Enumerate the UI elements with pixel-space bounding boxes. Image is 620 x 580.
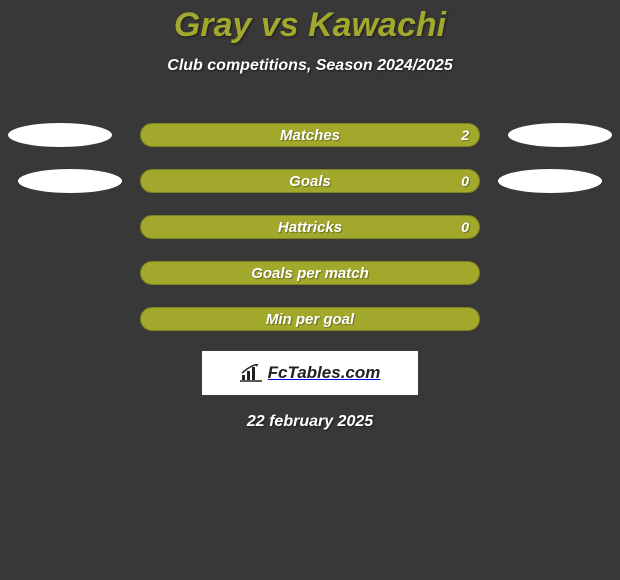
stat-label: Matches (280, 127, 340, 144)
logo-text: FcTables.com (268, 363, 381, 383)
page-title: Gray vs Kawachi (0, 0, 620, 45)
bar-chart-icon (240, 364, 264, 382)
stat-value-right: 0 (461, 173, 469, 189)
stats-rows: Matches 2 Goals 0 Hattricks 0 Goals per … (0, 123, 620, 331)
stat-pill: Matches 2 (140, 123, 480, 147)
stat-pill: Goals per match (140, 261, 480, 285)
stat-label: Goals per match (251, 265, 369, 282)
ellipse-right (508, 123, 612, 147)
stat-label: Hattricks (278, 219, 342, 236)
stat-label: Goals (289, 173, 331, 190)
fctables-logo-link[interactable]: FcTables.com (202, 351, 418, 395)
stat-label: Min per goal (266, 311, 354, 328)
row-min-per-goal: Min per goal (0, 307, 620, 331)
season-subtitle: Club competitions, Season 2024/2025 (0, 57, 620, 75)
row-hattricks: Hattricks 0 (0, 215, 620, 239)
row-goals: Goals 0 (0, 169, 620, 193)
ellipse-right (498, 169, 602, 193)
date-label: 22 february 2025 (0, 413, 620, 431)
row-goals-per-match: Goals per match (0, 261, 620, 285)
row-matches: Matches 2 (0, 123, 620, 147)
stat-value-right: 2 (461, 127, 469, 143)
stat-pill: Min per goal (140, 307, 480, 331)
ellipse-left (18, 169, 122, 193)
ellipse-left (8, 123, 112, 147)
stat-pill: Goals 0 (140, 169, 480, 193)
stat-value-right: 0 (461, 219, 469, 235)
stat-pill: Hattricks 0 (140, 215, 480, 239)
